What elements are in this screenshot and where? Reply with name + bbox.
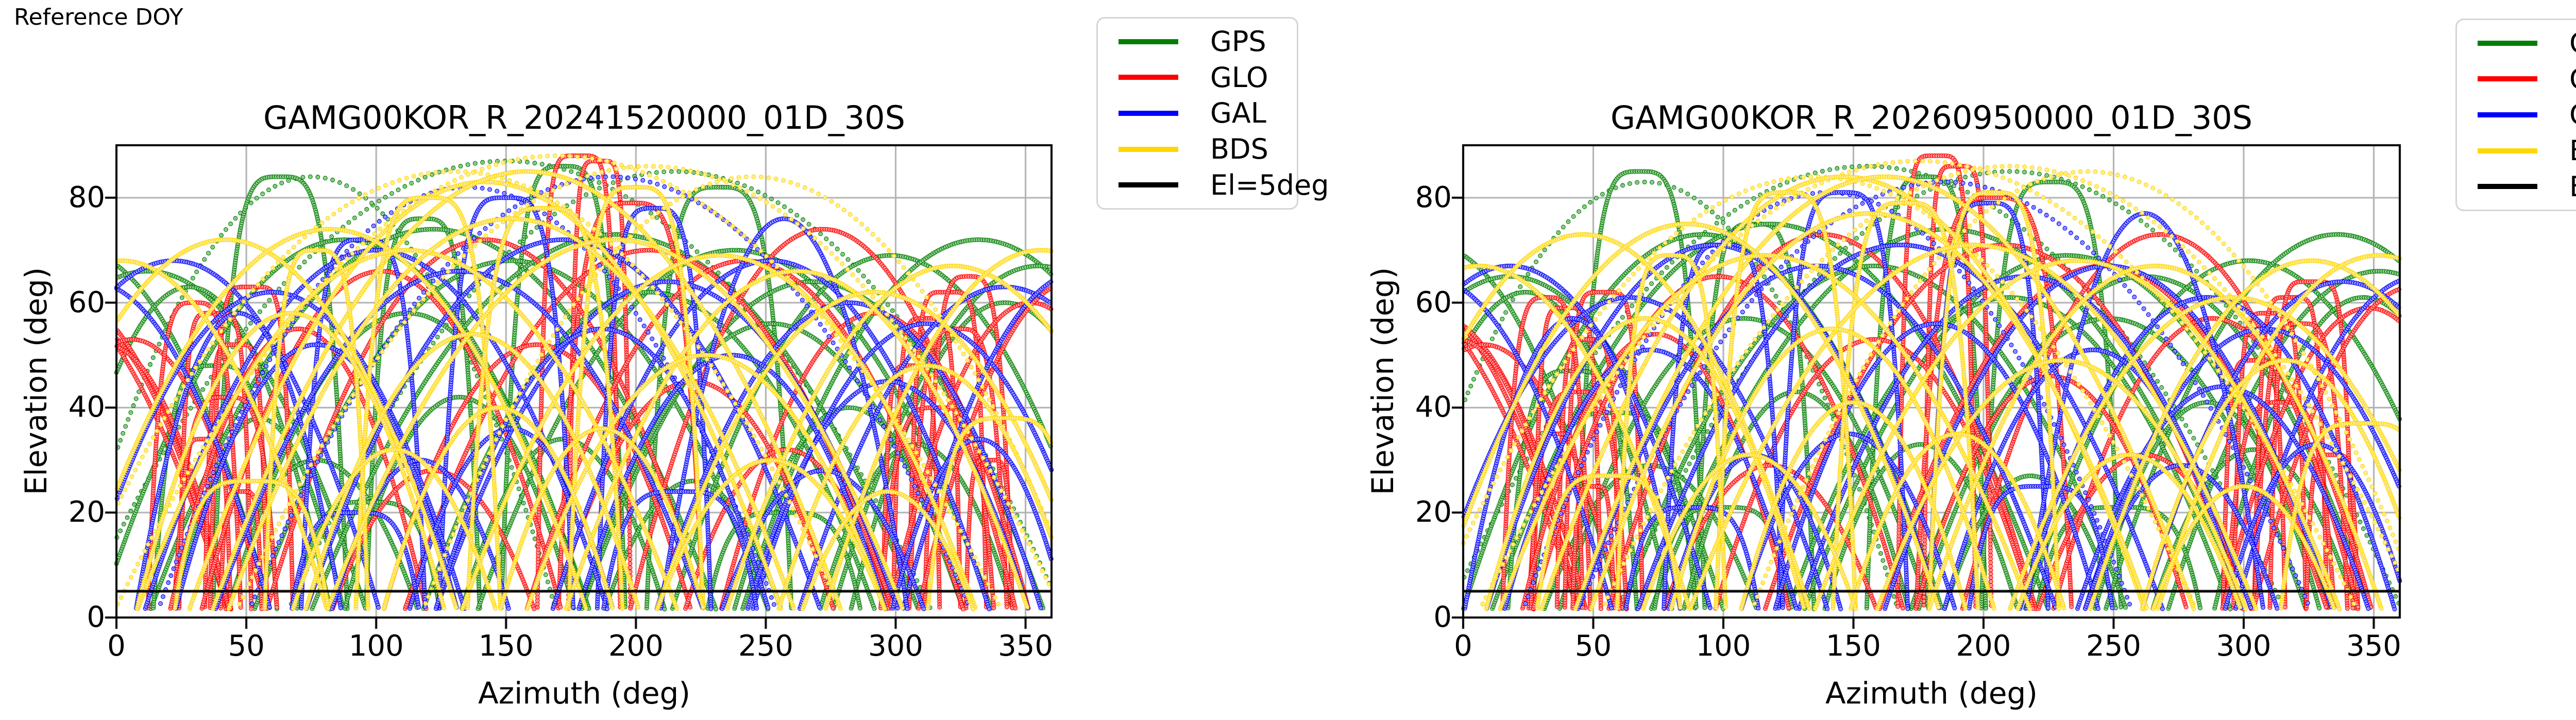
legend-line-sample [2478, 148, 2537, 153]
legend-label: GLO [2569, 63, 2576, 95]
legend-line-sample [1118, 110, 1178, 116]
right-x-axis-label: Azimuth (deg) [1825, 676, 2038, 711]
legend-label: GLO [1210, 61, 1268, 94]
legend-line-sample [1118, 146, 1178, 152]
x-tick-label: 50 [228, 629, 265, 663]
legend-row-bds: BDS [1098, 133, 1297, 165]
legend-row-glo: GLO [2457, 63, 2576, 95]
x-tick-label: 200 [1956, 629, 2011, 663]
y-tick-label: 40 [68, 390, 105, 424]
y-tick-label: 80 [68, 180, 105, 214]
reference-doy-label: Reference DOY [14, 4, 183, 30]
legend-line-sample [2478, 40, 2537, 46]
legend-row-el-5deg: El=5deg [1098, 169, 1329, 201]
legend-label: El=5deg [1210, 168, 1329, 201]
left-x-axis-label: Azimuth (deg) [478, 676, 691, 711]
x-tick-label: 0 [107, 629, 126, 663]
x-tick-label: 150 [478, 629, 534, 663]
x-tick-label: 350 [2346, 629, 2401, 663]
legend-label: El=5deg [2569, 170, 2576, 203]
legend-label: GPS [2569, 27, 2576, 59]
legend-label: GPS [1210, 25, 1266, 58]
legend-line-sample [2478, 184, 2537, 190]
y-tick-label: 60 [1415, 285, 1452, 319]
legend-label: GAL [1210, 97, 1266, 130]
legend-line-sample [1118, 182, 1178, 188]
y-tick-label: 80 [1415, 180, 1452, 214]
y-tick-label: 40 [1415, 390, 1452, 424]
left-plot-title: GAMG00KOR_R_20241520000_01D_30S [263, 99, 905, 136]
x-tick-label: 300 [868, 629, 923, 663]
right-plot-title: GAMG00KOR_R_20260950000_01D_30S [1611, 99, 2252, 136]
legend-row-gal: GAL [2457, 98, 2576, 131]
x-tick-label: 50 [1574, 629, 1612, 663]
legend-line-sample [2478, 76, 2537, 82]
x-tick-label: 300 [2216, 629, 2272, 663]
legend-label: BDS [1210, 133, 1268, 166]
legend-line-sample [1118, 75, 1178, 80]
legend-line-sample [2478, 112, 2537, 117]
x-tick-label: 250 [738, 629, 793, 663]
x-tick-label: 150 [1826, 629, 1881, 663]
legend-label: BDS [2569, 134, 2576, 167]
legend-label: GAL [2569, 98, 2576, 131]
x-tick-label: 100 [1696, 629, 1751, 663]
legend-row-gal: GAL [1098, 97, 1297, 129]
y-tick-label: 20 [68, 495, 105, 529]
legend-row-el-5deg: El=5deg [2457, 170, 2576, 203]
x-tick-label: 350 [998, 629, 1054, 663]
y-tick-label: 0 [87, 601, 105, 634]
y-tick-label: 60 [68, 285, 105, 319]
y-tick-label: 20 [1415, 495, 1452, 529]
legend-row-bds: BDS [2457, 134, 2576, 167]
right-legend: GPS GLO GAL BDS El=5deg [2455, 19, 2576, 211]
legend-row-gps: GPS [1098, 25, 1297, 58]
x-tick-label: 250 [2086, 629, 2141, 663]
x-tick-label: 200 [608, 629, 664, 663]
x-tick-label: 0 [1454, 629, 1472, 663]
left-legend: GPS GLO GAL BDS El=5deg [1096, 17, 1329, 210]
legend-line-sample [1118, 39, 1178, 44]
legend-row-glo: GLO [1098, 61, 1297, 94]
legend-row-gps: GPS [2457, 27, 2576, 59]
x-tick-label: 100 [348, 629, 404, 663]
y-tick-label: 0 [1433, 601, 1452, 634]
